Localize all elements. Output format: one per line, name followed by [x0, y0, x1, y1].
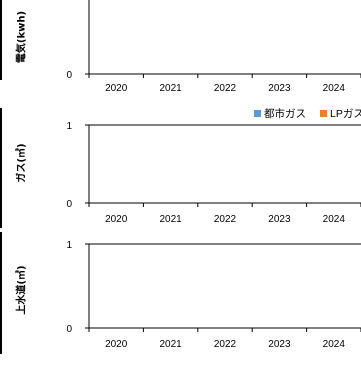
- x-tick-label: 2024: [323, 83, 346, 94]
- y-tick-label: 1: [66, 121, 72, 132]
- x-tick-label: 2020: [105, 214, 128, 225]
- ylabel-bar-gas: [0, 108, 2, 228]
- ylabel-bar-water: [0, 232, 2, 354]
- x-tick-label: 2020: [105, 83, 128, 94]
- ylabel-bar-electricity: [0, 0, 2, 80]
- y-tick-label: 0: [66, 70, 72, 81]
- legend-label: 都市ガス: [264, 107, 306, 120]
- x-tick-label: 2021: [159, 339, 182, 350]
- x-tick-label: 2020: [105, 339, 128, 350]
- x-tick-label: 2022: [214, 214, 237, 225]
- legend-swatch: [320, 110, 327, 117]
- legend-label: LPガス: [330, 108, 361, 120]
- y-tick-label: 0: [66, 199, 72, 210]
- x-tick-label: 2022: [214, 339, 237, 350]
- legend-swatch: [254, 110, 261, 117]
- x-tick-label: 2023: [268, 339, 291, 350]
- x-tick-label: 2021: [159, 214, 182, 225]
- x-tick-label: 2021: [159, 83, 182, 94]
- x-tick-label: 2024: [323, 214, 346, 225]
- y-tick-label: 1: [66, 240, 72, 251]
- y-tick-label: 0: [66, 324, 72, 335]
- x-tick-label: 2023: [268, 83, 291, 94]
- x-tick-label: 2024: [323, 339, 346, 350]
- x-tick-label: 2023: [268, 214, 291, 225]
- x-tick-label: 2022: [214, 83, 237, 94]
